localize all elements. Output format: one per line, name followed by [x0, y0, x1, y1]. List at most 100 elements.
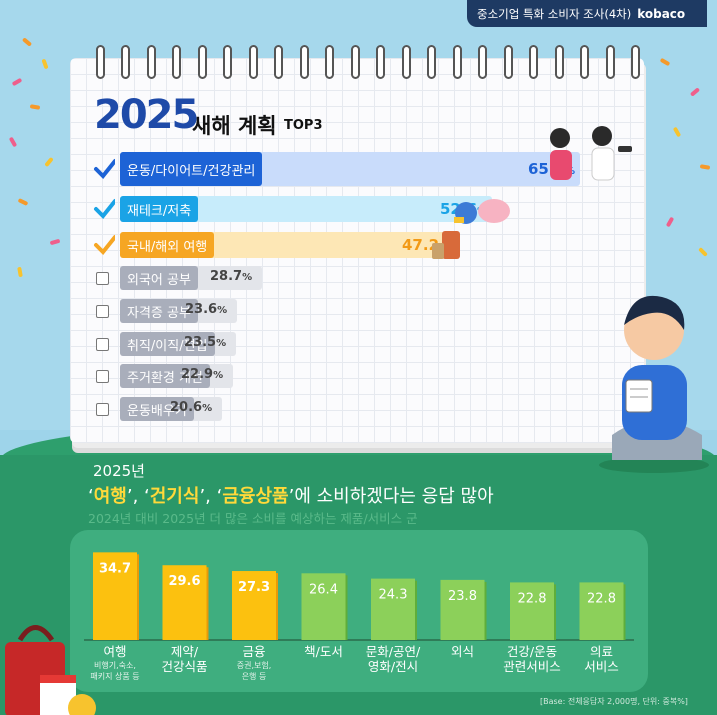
notepad-ring: [631, 45, 640, 79]
quote-sep-1: ’, ‘: [126, 486, 150, 507]
banner-text: 중소기업 특화 소비자 조사(4차): [477, 6, 632, 21]
quote-open: ‘: [88, 486, 94, 507]
category-label-line: 건강/운동: [506, 644, 558, 659]
category-label-line: 관련서비스: [503, 659, 561, 674]
fitness-couple-illustration: [550, 126, 632, 181]
notepad-ring: [172, 45, 181, 79]
plan-label: 취직/이직/편입: [120, 332, 215, 356]
bar-value-label: 27.3: [238, 580, 270, 595]
notepad-ring: [351, 45, 360, 79]
notepad-ring: [300, 45, 309, 79]
checkbox-icon: [96, 271, 109, 285]
plan-label: 운동배우기: [120, 397, 194, 421]
notepad-ring: [274, 45, 283, 79]
quote-sep-2: ’, ‘: [199, 486, 223, 507]
plan-value: 28.7: [210, 269, 243, 284]
plan-value: 20.6: [170, 400, 203, 415]
spending-bar-chart: 34.7 29.6 27.3 26.4 24.3 23.8 22.8 22.8: [84, 552, 634, 641]
category-label: 외식: [418, 644, 508, 659]
headline-subtitle: 2024년 대비 2025년 더 많은 소비를 예상하는 제품/서비스 군: [88, 511, 418, 526]
notepad-ring: [147, 45, 156, 79]
checkmark-icon: [94, 235, 115, 255]
bar: [301, 573, 346, 640]
plan-label: 자격증 공부: [120, 299, 198, 323]
bar-value-label: 22.8: [587, 591, 616, 606]
checkbox-icon: [96, 304, 109, 318]
plan-value-wrap: 28.7%: [210, 269, 253, 284]
bar: [440, 579, 485, 640]
top3-subtitle: TOP3: [284, 118, 323, 133]
category-label: 여행: [70, 644, 160, 659]
kobaco-logo: kobaco: [637, 6, 686, 21]
boy-with-notepad-illustration: [599, 295, 709, 473]
plan-label: 운동/다이어트/건강관리: [120, 152, 263, 186]
quote-close: ’: [288, 486, 295, 507]
plan-label: 외국어 공부: [120, 266, 198, 290]
notepad-ring: [325, 45, 334, 79]
notepad-ring: [580, 45, 589, 79]
category-label-line: 서비스: [584, 659, 619, 674]
notepad-ring: [96, 45, 105, 79]
bar-value-label: 34.7: [99, 561, 131, 576]
category-label: 의료 서비스: [557, 644, 647, 674]
headline-rest: 에 소비하겠다는 응답 많아: [294, 486, 494, 507]
headline-main: ‘여행’, ‘건기식’, ‘금융상품’에 소비하겠다는 응답 많아: [88, 482, 494, 508]
plan-value-wrap: 23.6%: [185, 302, 228, 317]
bar-value-label: 29.6: [168, 574, 200, 589]
bar: [93, 552, 137, 640]
plan-label: 주거환경 개선: [120, 364, 210, 388]
keyword-health-food: 건기식: [149, 486, 200, 507]
category-note-line: 은행 등: [241, 672, 267, 681]
bar: [579, 582, 624, 640]
category-label: 책/도서: [279, 644, 369, 659]
category-label-line: 문화/공연/: [365, 644, 421, 659]
plan-value-wrap: 22.9%: [181, 367, 224, 382]
bar-value-label: 24.3: [379, 588, 408, 603]
plan-value: 22.9: [181, 367, 214, 382]
plan-label: 재테크/저축: [120, 196, 199, 222]
notepad-ring: [606, 45, 615, 79]
notepad-ring: [249, 45, 258, 79]
checkbox-icon: [96, 369, 109, 383]
bar: [371, 578, 415, 640]
base-note: [Base: 전체응답자 2,000명, 단위: 중복%]: [540, 697, 688, 706]
notepad-ring: [198, 45, 207, 79]
notepad-ring: [402, 45, 411, 79]
category-label: 문화/공연/영화/전시: [348, 644, 438, 674]
top3-year: 2025: [94, 92, 199, 138]
notepad-ring: [223, 45, 232, 79]
bar: [232, 571, 276, 640]
category-label-line: 책/도서: [304, 644, 343, 659]
plan-value-wrap: 23.5%: [184, 335, 227, 350]
bar-value-label: 22.8: [518, 591, 547, 606]
piggy-bank-icon: [454, 199, 510, 224]
category-label-line: 건강식품: [161, 659, 208, 674]
plan-value: 23.6: [185, 302, 218, 317]
category-note-line: 패키지 상품 등: [90, 672, 140, 681]
notepad-ring: [427, 45, 436, 79]
plan-value: 23.5: [184, 335, 217, 350]
checkmark-icon: [94, 159, 115, 179]
notepad-ring: [478, 45, 487, 79]
survey-banner: 중소기업 특화 소비자 조사(4차) kobaco: [467, 0, 707, 27]
top3-title: 새해 계획: [192, 114, 277, 138]
category-label-line: 의료: [589, 644, 613, 659]
shopping-bag-illustration: [5, 625, 96, 715]
category-note: 증권,보험, 은행 등: [209, 660, 299, 682]
category-label-line: 영화/전시: [367, 659, 419, 674]
checkmark-icon: [94, 199, 115, 219]
category-label: 제약/건강식품: [140, 644, 230, 674]
keyword-travel: 여행: [93, 486, 127, 507]
checkbox-icon: [96, 402, 109, 416]
plan-label: 국내/해외 여행: [120, 232, 215, 258]
notepad-ring: [376, 45, 385, 79]
bar-value-label: 23.8: [448, 589, 477, 604]
bar: [162, 565, 207, 640]
keyword-finance: 금융상품: [222, 486, 289, 507]
category-note-line: 증권,보험,: [236, 661, 272, 670]
suitcase-icon: [432, 231, 460, 259]
category-label-line: 제약/: [170, 644, 199, 659]
headline-year: 2025년: [93, 462, 145, 480]
plan-value: 47.2: [402, 236, 440, 254]
category-label: 건강/운동 관련서비스: [487, 644, 577, 674]
